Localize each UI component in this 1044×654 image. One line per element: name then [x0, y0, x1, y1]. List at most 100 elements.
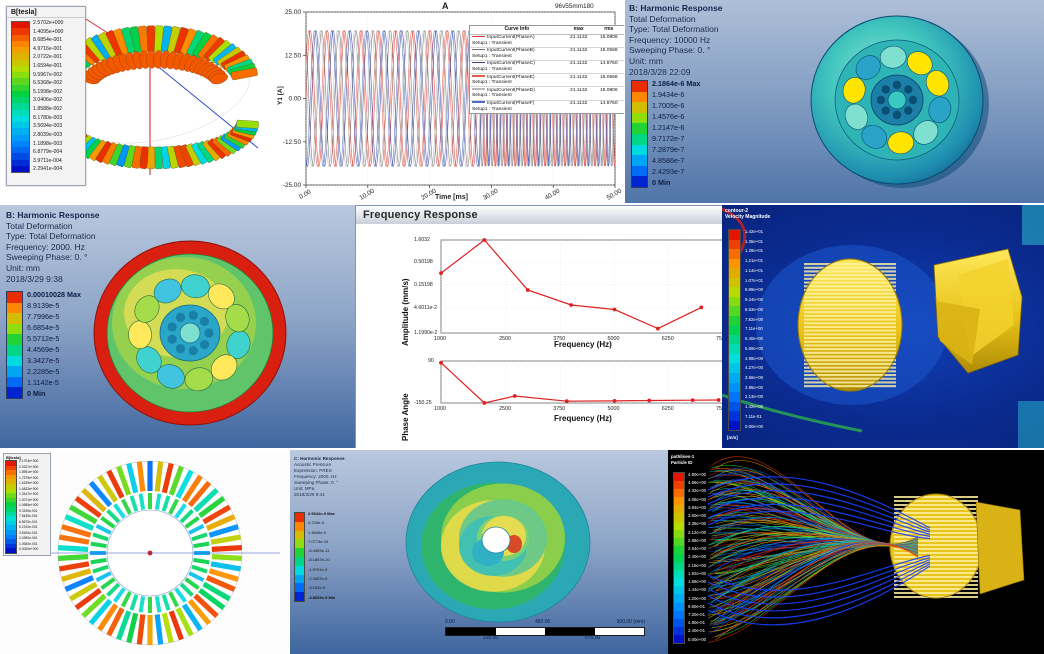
- amplitude-xlabel: Frequency (Hz): [554, 340, 612, 349]
- amplitude-xtick: 5000: [607, 336, 620, 342]
- legend-value: 4.08e+00: [688, 496, 707, 502]
- amplitude-xtick: 3750: [553, 336, 566, 342]
- legend-value: 1.8588e-002: [33, 106, 63, 113]
- maxwell-flux-legend: B[tesla] 2.1703e+000 2.0327e+000 1.8951e+0…: [3, 453, 51, 557]
- phase-xtick: 2500: [499, 406, 512, 412]
- particle-id-label: Particle ID: [671, 460, 693, 465]
- legend-value: 3.36e+00: [688, 521, 707, 527]
- legend-value: 5.1910e-001: [19, 525, 38, 530]
- b-field-values: 2.5702e+000 1.4095e+000 8.6854e-001 4.9716e…: [33, 20, 64, 173]
- amplitude-xtick: 6250: [661, 336, 674, 342]
- legend-value: 2.85e+00: [745, 384, 764, 390]
- plot-title: A: [442, 1, 449, 11]
- curve-name: InputCurrent(PhaseA): [487, 35, 535, 41]
- legend-value: 1.2071e+000: [19, 497, 39, 502]
- legend-value: 8.6854e-001: [33, 37, 63, 44]
- curve-color-swatch: [472, 61, 485, 64]
- divider-h1: [0, 203, 1044, 205]
- legend-value: 3.12e+00: [688, 529, 707, 535]
- acoustic-expression: Expression: PRES: [294, 468, 332, 473]
- legend-value: 0 Min: [652, 178, 671, 187]
- legend-value: 3.56e+00: [745, 375, 764, 381]
- curve-name: InputCurrent(PhaseD): [487, 87, 535, 93]
- svg-text:0.00: 0.00: [298, 188, 313, 201]
- curve-info-row: InputCurrent(PhaseA) Setup1 : Transient 21…: [470, 34, 624, 47]
- legend-value: 9.7172e-7: [652, 134, 685, 143]
- acoustic-scalebar-left: 0.00: [445, 619, 455, 625]
- legend-value: -1.5791e-9: [308, 566, 328, 572]
- legend-value: 7.11e-01: [745, 413, 762, 419]
- legend-value: 2.0722e-001: [33, 54, 63, 61]
- legend-value: 2.40e+00: [688, 554, 707, 560]
- legend-value: 1.4095e+000: [33, 28, 64, 35]
- curve-rms: 15.0806: [599, 35, 618, 41]
- legend-value: 3.3427e-5: [27, 356, 60, 365]
- legend-value: 2.88e+00: [688, 537, 707, 543]
- legend-value: 8.9139e-5: [27, 301, 60, 310]
- legend-value: 4.32e+00: [688, 488, 707, 494]
- legend-value: 6.5670e-001: [19, 519, 38, 524]
- particle-pathlines-graphic: [707, 456, 1025, 643]
- harmonic-2000hz-legend: 0.00010028 Max 8.9139e-5 7.7996e-5 6.6854e-…: [6, 291, 81, 399]
- fluent-velocity-magnitude-label: Velocity Magnitude: [725, 214, 771, 220]
- curve-info-row: InputCurrent(PhaseC) Setup1 : Transient 21…: [470, 59, 624, 74]
- particle-legend: 4.80e+00 4.56e+00 4.32e+00 4.08e+00 3.84e+00…: [673, 472, 706, 644]
- maxwell-flux-color-bar: [5, 460, 17, 555]
- harmonic-10khz-type: Type: Total Deformation: [629, 24, 719, 35]
- fluent-velocity-color-bar: [728, 229, 741, 431]
- svg-text:12.50: 12.50: [285, 52, 301, 59]
- legend-value: 9.3190e-001: [19, 508, 38, 513]
- frequency-response-titlebar[interactable]: Frequency Response: [356, 206, 723, 225]
- curve-info-name-cell: InputCurrent(PhaseA) Setup1 : Transient: [470, 34, 564, 47]
- legend-value: 9.24e+00: [745, 297, 764, 303]
- acoustic-header: C: Harmonic Response Acoustic Pressure E…: [294, 456, 345, 498]
- legend-value: 9.5967e-002: [33, 71, 63, 78]
- legend-value: -2.3407e-9: [308, 576, 328, 582]
- acoustic-scalebar-track: [445, 627, 645, 636]
- legend-value: 2.13e+00: [745, 394, 764, 400]
- legend-value: 2.2941e-004: [33, 166, 63, 173]
- curve-info-row: InputCurrent(PhaseB) Setup1 : Transient 21…: [470, 46, 624, 61]
- particle-legend-title: pathlines-1 Particle ID: [671, 454, 694, 466]
- curve-name: InputCurrent(PhaseC): [487, 61, 535, 67]
- legend-value: 7.9430e-001: [19, 514, 38, 519]
- acoustic-color-bar: [294, 512, 305, 602]
- legend-value: 7.0774e-10: [308, 538, 329, 544]
- rotor-deformation-10khz-graphic: [810, 15, 989, 188]
- acoustic-legend: 2.9942e-9 Max 2.233e-9 1.4699e-9 7.0774e-10…: [294, 511, 335, 602]
- panel-fluent-velocity: contour-2 Velocity Magnitude 1.42e+01 1.3…: [722, 205, 1044, 450]
- harmonic-10khz-values: 2.1864e-6 Max 1.9434e-6 1.7005e-6 1.4576e-6…: [652, 80, 700, 188]
- legend-value: 1.07e+01: [745, 277, 764, 283]
- amplitude-ytick: 1.6032: [414, 237, 430, 244]
- acoustic-title: C: Harmonic Response: [294, 456, 345, 461]
- fluent-velocity-values: 1.42e+01 1.35e+01 1.28e+01 1.21e+01 1.14e+01…: [745, 229, 763, 429]
- curve-info-row: InputCurrent(PhaseE) Setup1 : Transient 21…: [470, 73, 624, 87]
- acoustic-values: 2.9942e-9 Max 2.233e-9 1.4699e-9 7.0774e-10…: [308, 511, 335, 600]
- curve-info-name-cell: InputCurrent(PhaseC) Setup1 : Transient: [470, 59, 564, 74]
- curve-name: InputCurrent(PhaseE): [487, 74, 535, 80]
- legend-value: 1.4576e-6: [652, 112, 685, 121]
- harmonic-2000hz-phase: Sweeping Phase: 0. °: [6, 252, 88, 263]
- legend-value: 5.5712e-5: [27, 334, 60, 343]
- amplitude-ytick: 0.50198: [414, 259, 433, 266]
- legend-value: 2.1703e+000: [19, 459, 39, 464]
- panel-maxwell-field: B[tesla] 2.5702e+000 1.4095e+000 8.6854e-0…: [0, 0, 275, 205]
- curve-rms: 15.0568: [593, 46, 624, 61]
- maxwell-flux-graphic: [10, 460, 280, 646]
- acoustic-result: Acoustic Pressure: [294, 462, 332, 467]
- curve-setup: Setup1 : Transient: [472, 80, 512, 86]
- curve-info-name-cell: InputCurrent(PhaseD) Setup1 : Transient: [470, 86, 564, 101]
- curve-setup: Setup1 : Transient: [472, 106, 512, 112]
- phase-xtick: 750: [716, 406, 723, 412]
- legend-value: -3.102e-9: [308, 585, 326, 591]
- acoustic-phase: Sweeping Phase: 0. °: [294, 480, 338, 485]
- svg-text:0.00: 0.00: [289, 96, 302, 103]
- harmonic-2000hz-unit: Unit: mm: [6, 262, 40, 273]
- legend-value: -8.1867e-10: [308, 557, 330, 563]
- curve-max: 21.1132: [563, 59, 594, 74]
- phase-plot: Phase Angle Frequency (Hz) 90 -150.25 100…: [356, 356, 723, 451]
- legend-value: 9.99e+00: [745, 287, 764, 293]
- legend-value: 2.64e+00: [688, 546, 707, 552]
- curve-info-name-cell: InputCurrent(PhaseB) Setup1 : Transient: [470, 46, 564, 61]
